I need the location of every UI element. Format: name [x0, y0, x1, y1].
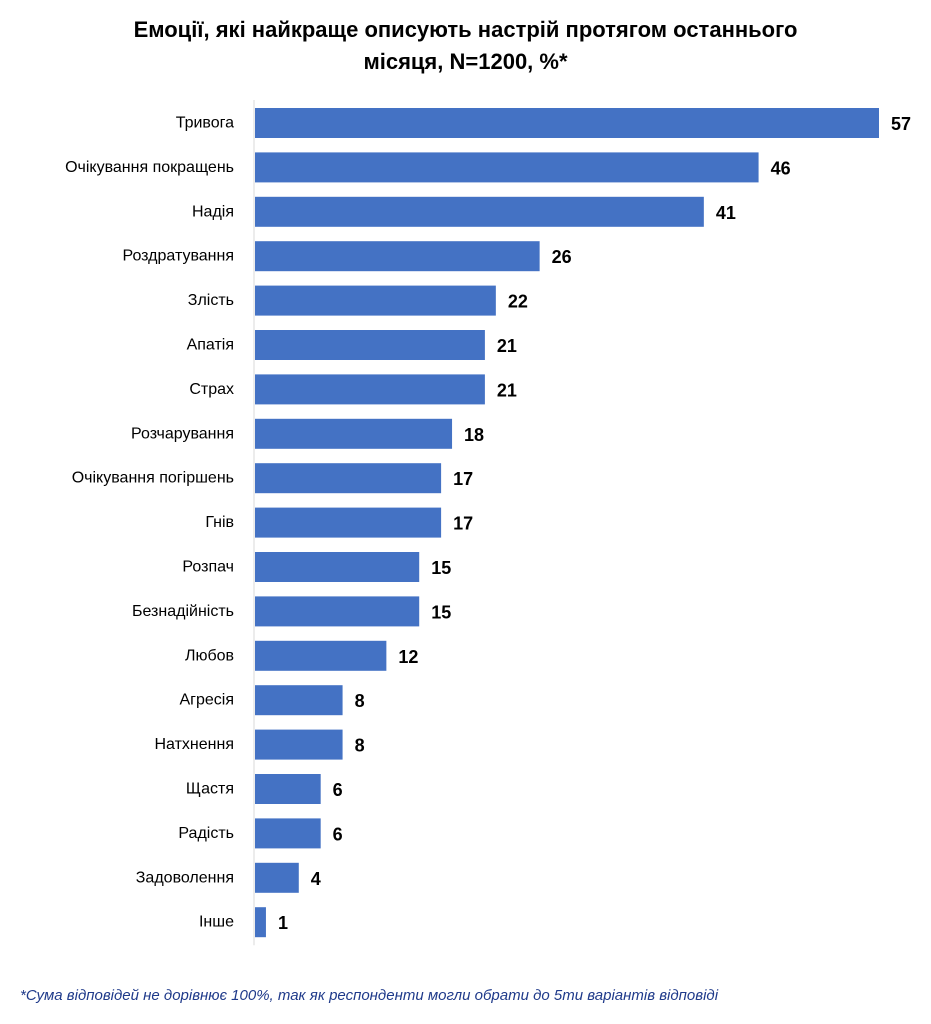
value-label-12: 12 — [398, 647, 418, 667]
category-label-8: Очікування погіршень — [72, 470, 234, 487]
value-label-11: 15 — [431, 602, 451, 622]
value-label-4: 22 — [508, 292, 528, 312]
category-label-10: Розпач — [182, 559, 234, 576]
bar-6 — [255, 374, 485, 404]
category-label-0: Тривога — [176, 115, 234, 132]
category-label-17: Задоволення — [136, 869, 234, 886]
value-label-15: 6 — [333, 780, 343, 800]
category-label-9: Гнів — [205, 514, 234, 531]
bar-11 — [255, 596, 419, 626]
category-label-6: Страх — [189, 381, 234, 398]
footnote: *Сума відповідей не дорівнює 100%, так я… — [20, 987, 718, 1004]
value-label-5: 21 — [497, 336, 517, 356]
category-label-14: Натхнення — [155, 736, 235, 753]
category-label-15: Щастя — [186, 781, 234, 798]
value-label-10: 15 — [431, 558, 451, 578]
value-label-17: 4 — [311, 869, 321, 889]
bar-5 — [255, 330, 485, 360]
category-label-7: Розчарування — [131, 425, 234, 442]
value-label-1: 46 — [771, 158, 791, 178]
bar-2 — [255, 197, 704, 227]
category-label-2: Надія — [192, 203, 234, 220]
value-label-16: 6 — [333, 824, 343, 844]
value-label-14: 8 — [355, 736, 365, 756]
category-label-4: Злість — [188, 292, 234, 309]
bar-9 — [255, 508, 441, 538]
bar-10 — [255, 552, 419, 582]
value-label-6: 21 — [497, 380, 517, 400]
value-label-18: 1 — [278, 913, 288, 933]
value-label-7: 18 — [464, 425, 484, 445]
bar-15 — [255, 774, 321, 804]
category-label-13: Агресія — [179, 692, 234, 709]
value-label-9: 17 — [453, 514, 473, 534]
bar-14 — [255, 730, 343, 760]
bar-7 — [255, 419, 452, 449]
category-label-1: Очікування покращень — [65, 159, 234, 176]
bar-16 — [255, 818, 321, 848]
bar-13 — [255, 685, 343, 715]
value-label-0: 57 — [891, 114, 911, 134]
category-label-18: Інше — [199, 914, 234, 931]
bar-8 — [255, 463, 441, 493]
category-label-5: Апатія — [187, 337, 234, 354]
bar-17 — [255, 863, 299, 893]
bar-3 — [255, 241, 540, 271]
bar-0 — [255, 108, 879, 138]
value-label-8: 17 — [453, 469, 473, 489]
bar-18 — [255, 907, 266, 937]
bar-4 — [255, 286, 496, 316]
category-label-11: Безнадійність — [132, 603, 234, 620]
value-label-13: 8 — [355, 691, 365, 711]
value-label-2: 41 — [716, 203, 736, 223]
category-label-3: Роздратування — [122, 248, 234, 265]
category-label-16: Радість — [178, 825, 234, 842]
category-label-12: Любов — [185, 647, 234, 664]
bar-12 — [255, 641, 386, 671]
value-label-3: 26 — [552, 247, 572, 267]
bar-1 — [255, 152, 759, 182]
